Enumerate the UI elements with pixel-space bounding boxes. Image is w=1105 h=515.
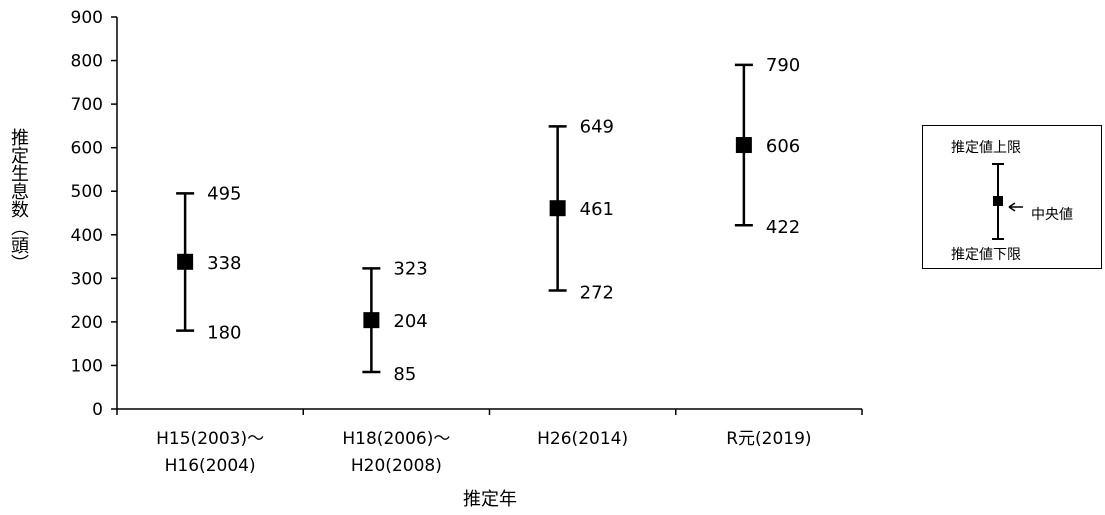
y-tick-label: 800 bbox=[71, 52, 103, 72]
y-tick-label: 600 bbox=[71, 139, 103, 159]
y-axis-title: 推定生息数（頭） bbox=[8, 128, 29, 272]
y-tick-label: 200 bbox=[71, 313, 103, 333]
legend-upper-label: 推定値上限 bbox=[951, 140, 1021, 156]
y-tick-label: 100 bbox=[71, 356, 103, 376]
median-value-label: 204 bbox=[393, 311, 427, 332]
legend-arrow-icon bbox=[1008, 202, 1023, 212]
median-marker bbox=[549, 200, 566, 217]
axes bbox=[116, 17, 862, 410]
upper-value-label: 790 bbox=[766, 55, 800, 76]
legend-lower-label: 推定値下限 bbox=[951, 247, 1021, 263]
x-category-label-line: H18(2006)～ bbox=[342, 429, 450, 449]
lower-value-label: 272 bbox=[580, 283, 614, 304]
y-tick-label: 500 bbox=[71, 182, 103, 202]
x-category-label: H26(2014) bbox=[537, 429, 628, 449]
x-category-label-line: H26(2014) bbox=[537, 429, 628, 449]
median-marker bbox=[363, 312, 380, 329]
legend-graphic: 推定値上限 中央値 推定値下限 bbox=[951, 140, 1073, 263]
legend: 推定値上限 中央値 推定値下限 bbox=[922, 125, 1102, 269]
x-category-label-line: H16(2004) bbox=[165, 456, 256, 476]
x-axis-title: 推定年 bbox=[463, 489, 517, 510]
data-marks: 495 338 180 323 204 85 649 461 272 790 606 422 bbox=[176, 55, 800, 385]
y-ticks: 0 100 200 300 400 500 600 700 800 900 bbox=[71, 8, 117, 420]
y-tick-label: 300 bbox=[71, 269, 103, 289]
y-tick-label: 900 bbox=[71, 8, 103, 28]
y-tick-label: 400 bbox=[71, 226, 103, 246]
upper-value-label: 495 bbox=[207, 183, 241, 204]
x-category-label: H15(2003)～ H16(2004) bbox=[156, 429, 264, 476]
y-tick-label: 0 bbox=[92, 400, 103, 420]
median-marker bbox=[177, 253, 194, 270]
median-value-label: 338 bbox=[207, 253, 241, 274]
lower-value-label: 85 bbox=[393, 364, 416, 385]
legend-median-marker bbox=[993, 196, 1003, 206]
lower-value-label: 422 bbox=[766, 217, 800, 238]
median-marker bbox=[735, 137, 752, 154]
y-tick-label: 700 bbox=[71, 95, 103, 115]
x-ticks: H15(2003)～ H16(2004) H18(2006)～ H20(2008) H2… bbox=[116, 409, 863, 476]
x-category-label: H18(2006)～ H20(2008) bbox=[342, 429, 450, 476]
median-value-label: 461 bbox=[580, 199, 614, 220]
x-category-label-line: H15(2003)～ bbox=[156, 429, 264, 449]
upper-value-label: 323 bbox=[393, 258, 427, 279]
x-category-label-line: R元(2019) bbox=[726, 429, 811, 449]
upper-value-label: 649 bbox=[580, 116, 614, 137]
x-category-label: R元(2019) bbox=[726, 429, 811, 449]
median-value-label: 606 bbox=[766, 136, 800, 157]
x-category-label-line: H20(2008) bbox=[351, 456, 442, 476]
lower-value-label: 180 bbox=[207, 323, 241, 344]
legend-median-label: 中央値 bbox=[1031, 207, 1073, 223]
